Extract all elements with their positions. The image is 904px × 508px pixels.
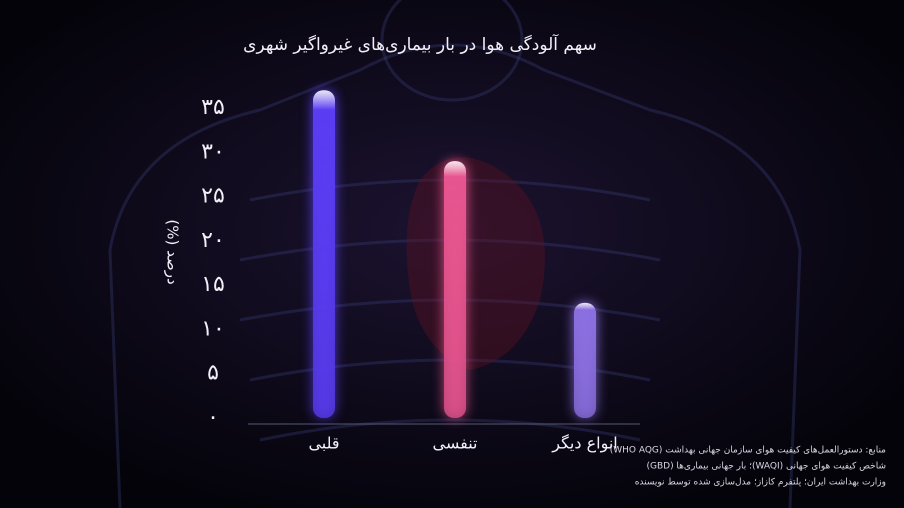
y-tick-label: ۵ — [207, 361, 219, 386]
source-note: وزارت بهداشت ایران؛ پلتفرم کازاز؛ مدل‌سا… — [635, 478, 886, 488]
source-note: شاخص کیفیت هوای جهانی (WAQI)؛ بار جهانی … — [646, 462, 886, 472]
y-tick-label: ۲۰ — [201, 228, 225, 253]
y-axis-label: درصد (%) — [164, 219, 182, 284]
y-tick-label: ۳۵ — [201, 95, 225, 120]
heart-illustration — [406, 157, 545, 370]
bar — [574, 302, 596, 418]
y-tick-label: ۱۵ — [201, 272, 225, 297]
x-tick-label: قلبی — [308, 434, 339, 453]
bar — [444, 161, 466, 419]
y-tick-label: ۰ — [207, 405, 219, 430]
source-note: منابع: دستورالعمل‌های کیفیت هوای سازمان … — [610, 446, 886, 456]
chart-title: سهم آلودگی هوا در بار بیماری‌های غیرواگی… — [243, 33, 597, 55]
y-tick-label: ۱۰ — [201, 316, 225, 341]
x-tick-label: انواع دیگر — [551, 434, 617, 454]
bar — [313, 90, 335, 418]
y-tick-label: ۳۰ — [201, 139, 225, 164]
x-tick-label: تنفسی — [433, 434, 478, 453]
y-tick-label: ۲۵ — [201, 184, 225, 209]
